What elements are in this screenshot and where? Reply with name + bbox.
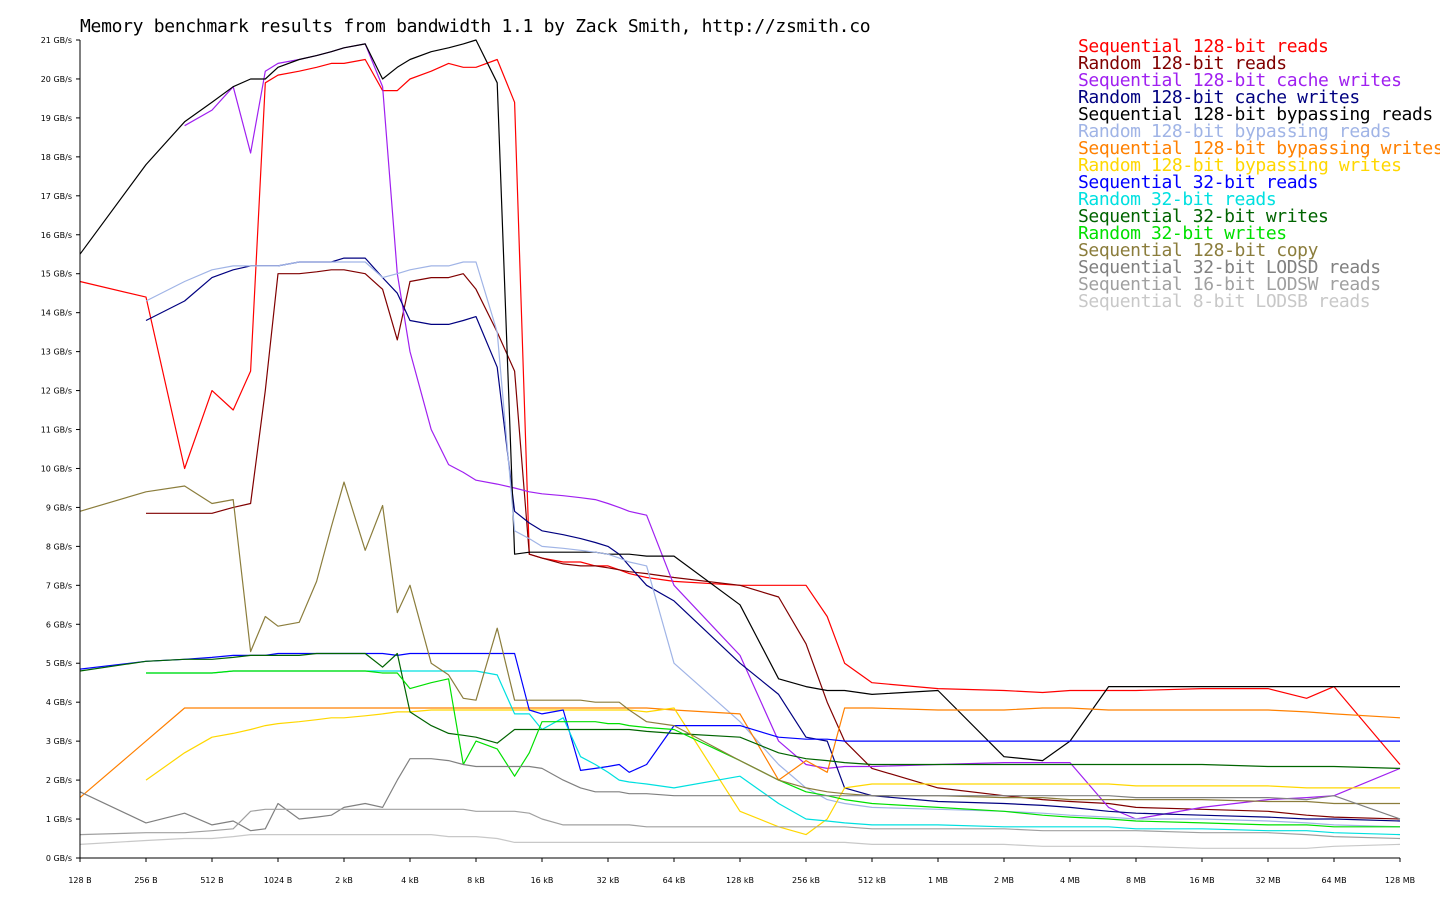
- x-tick-label: 1 MB: [928, 876, 948, 885]
- x-tick-label: 32 kB: [597, 876, 620, 885]
- x-tick-label: 16 kB: [531, 876, 554, 885]
- legend-entry-4: Sequential 128-bit bypassing reads: [1078, 104, 1433, 125]
- legend-entry-7: Random 128-bit bypassing writes: [1078, 155, 1402, 176]
- y-tick-label: 13 GB/s: [41, 348, 72, 357]
- x-tick-label: 4 MB: [1060, 876, 1080, 885]
- legend-entry-1: Random 128-bit reads: [1078, 53, 1287, 74]
- y-tick-label: 4 GB/s: [46, 698, 72, 707]
- legend-entry-9: Random 32-bit reads: [1078, 189, 1277, 210]
- y-tick-label: 17 GB/s: [41, 192, 72, 201]
- y-tick-label: 1 GB/s: [46, 815, 72, 824]
- chart-title: Memory benchmark results from bandwidth …: [80, 16, 871, 37]
- legend-entry-3: Random 128-bit cache writes: [1078, 87, 1360, 108]
- series-line-8: [79, 652, 1400, 773]
- x-tick-label: 256 B: [134, 876, 157, 885]
- legend-entry-13: Sequential 32-bit LODSD reads: [1078, 257, 1381, 278]
- y-tick-label: 9 GB/s: [46, 503, 72, 512]
- y-tick-label: 12 GB/s: [41, 387, 72, 396]
- x-tick-label: 2 kB: [335, 876, 353, 885]
- y-tick-label: 16 GB/s: [41, 231, 72, 240]
- axes: 0 GB/s 1 GB/s 2 GB/s 3 GB/s 4 GB/s 5 GB/s 6 GB…: [41, 36, 1415, 885]
- series-line-15: [79, 834, 1401, 849]
- legend-entry-6: Sequential 128-bit bypassing writes: [1078, 138, 1440, 159]
- series-line-7: [145, 707, 1400, 836]
- series-line-3: [145, 257, 1401, 822]
- y-tick-label: 21 GB/s: [41, 36, 72, 45]
- series-line-10: [79, 652, 1401, 769]
- series-line-13: [79, 758, 1401, 832]
- x-tick-label: 512 kB: [858, 876, 886, 885]
- y-tick-label: 7 GB/s: [46, 581, 72, 590]
- x-tick-label: 128 kB: [726, 876, 754, 885]
- legend-entry-10: Sequential 32-bit writes: [1078, 206, 1329, 227]
- series-lines: [79, 39, 1401, 849]
- x-tick-label: 16 MB: [1189, 876, 1214, 885]
- x-tick-label: 8 kB: [467, 876, 485, 885]
- x-tick-label: 4 kB: [401, 876, 419, 885]
- x-tick-label: 2 MB: [994, 876, 1014, 885]
- x-tick-label: 64 MB: [1321, 876, 1346, 885]
- series-line-5: [145, 261, 1401, 828]
- series-line-11: [146, 670, 1400, 828]
- y-tick-label: 8 GB/s: [46, 542, 72, 551]
- x-tick-label: 256 kB: [792, 876, 820, 885]
- legend-entry-8: Sequential 32-bit reads: [1078, 172, 1319, 193]
- y-tick-label: 18 GB/s: [41, 153, 72, 162]
- y-tick-label: 19 GB/s: [41, 114, 72, 123]
- legend-entry-12: Sequential 128-bit copy: [1078, 240, 1319, 261]
- legend-entry-11: Random 32-bit writes: [1078, 223, 1287, 244]
- series-line-1: [146, 269, 1401, 820]
- legend: Sequential 128-bit reads Random 128-bit r…: [1078, 36, 1440, 312]
- y-tick-label: 3 GB/s: [46, 737, 72, 746]
- legend-entry-14: Sequential 16-bit LODSW reads: [1078, 274, 1381, 295]
- y-tick-label: 10 GB/s: [41, 464, 72, 473]
- x-tick-label: 128 B: [68, 876, 91, 885]
- series-line-4: [79, 39, 1400, 762]
- legend-entry-5: Random 128-bit bypassing reads: [1078, 121, 1392, 142]
- legend-entry-15: Sequential 8-bit LODSB reads: [1078, 291, 1371, 312]
- x-tick-label: 512 B: [200, 876, 223, 885]
- y-tick-label: 6 GB/s: [46, 620, 72, 629]
- x-tick-label: 64 kB: [663, 876, 686, 885]
- y-tick-label: 5 GB/s: [46, 659, 72, 668]
- x-tick-label: 32 MB: [1255, 876, 1280, 885]
- series-line-0: [79, 58, 1401, 765]
- x-tick-label: 1024 B: [264, 876, 292, 885]
- y-tick-label: 20 GB/s: [41, 75, 72, 84]
- series-line-12: [79, 481, 1400, 805]
- y-tick-label: 15 GB/s: [41, 270, 72, 279]
- y-tick-label: 0 GB/s: [46, 854, 72, 863]
- y-tick-label: 2 GB/s: [46, 776, 72, 785]
- y-tick-label: 11 GB/s: [41, 426, 72, 435]
- x-tick-label: 8 MB: [1126, 876, 1146, 885]
- y-tick-label: 14 GB/s: [41, 309, 72, 318]
- series-line-14: [79, 808, 1401, 840]
- x-tick-label: 128 MB: [1385, 876, 1415, 885]
- series-line-6: [79, 707, 1401, 799]
- legend-entry-2: Sequential 128-bit cache writes: [1078, 70, 1402, 91]
- legend-entry-0: Sequential 128-bit reads: [1078, 36, 1329, 57]
